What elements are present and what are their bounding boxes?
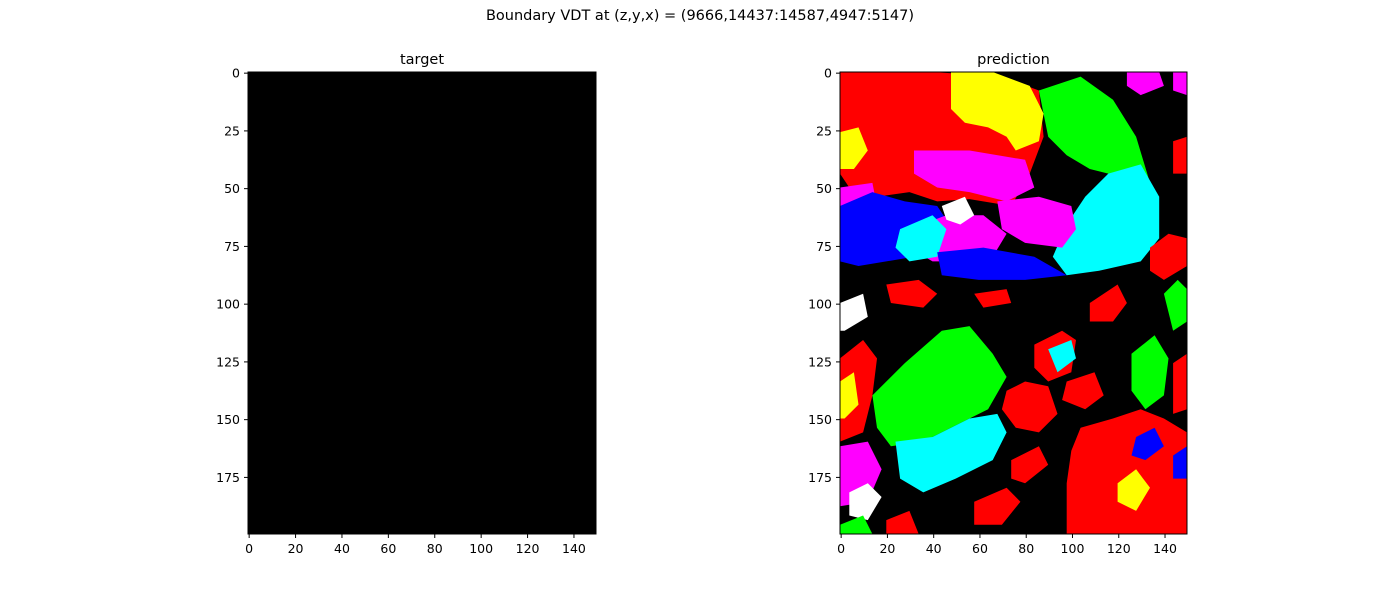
prediction-x-tick-label: 60 (972, 541, 988, 556)
prediction-region-cyan (895, 413, 1007, 493)
prediction-region-red (1011, 446, 1049, 484)
target-y-tick-label: 150 (216, 412, 240, 427)
prediction-y-tick-label: 0 (824, 66, 832, 81)
target-x-tick-label: 80 (427, 541, 443, 556)
target-y-tick-label: 125 (216, 354, 240, 369)
prediction-region-red (1150, 233, 1187, 280)
prediction-region-magenta (997, 196, 1076, 248)
target-title: target (400, 52, 444, 68)
target-y-tick-label: 50 (224, 181, 240, 196)
prediction-x-tick-label: 20 (879, 541, 895, 556)
target-x-tick-label: 60 (380, 541, 396, 556)
prediction-region-cyan (895, 215, 947, 262)
prediction-region-green (840, 515, 873, 534)
target-axes-frame (247, 71, 597, 535)
prediction-region-red (886, 279, 938, 308)
prediction-x-tick-label: 80 (1018, 541, 1034, 556)
target-x-tick-label: 120 (516, 541, 540, 556)
prediction-x-tick-label: 100 (1061, 541, 1085, 556)
prediction-region-magenta (1173, 72, 1187, 96)
prediction-regions (840, 72, 1187, 534)
figure-suptitle: Boundary VDT at (z,y,x) = (9666,14437:14… (485, 8, 915, 24)
target-x-tick-label: 0 (245, 541, 253, 556)
prediction-region-red (886, 510, 919, 534)
prediction-y-tick-label: 50 (816, 181, 832, 196)
prediction-y-tick-label: 100 (808, 297, 832, 312)
prediction-y-tick-label: 75 (816, 239, 832, 254)
target-x-tick-label: 20 (288, 541, 304, 556)
prediction-region-blue (937, 247, 1067, 280)
prediction-region-magenta (914, 150, 1035, 202)
target-y-tick-label: 0 (232, 66, 240, 81)
target-axes: target 0 20 40 60 80 100 120 140 0 25 50 75 100 125 150… (216, 52, 597, 556)
prediction-region-red (840, 340, 877, 442)
prediction-region-yellow (1117, 469, 1150, 511)
prediction-region-red (1062, 372, 1104, 410)
prediction-x-tick-label: 120 (1107, 541, 1131, 556)
prediction-x-tick-label: 40 (926, 541, 942, 556)
prediction-axes-frame (839, 71, 1188, 535)
target-y-tick-label: 175 (216, 470, 240, 485)
prediction-region-yellow (840, 127, 868, 169)
prediction-region-yellow (951, 72, 1044, 151)
prediction-y-tick-label: 25 (816, 123, 832, 138)
target-x-tick-label: 100 (469, 541, 493, 556)
target-x-tick-label: 40 (334, 541, 350, 556)
prediction-title: prediction (977, 52, 1050, 68)
prediction-x-tick-label: 0 (837, 541, 845, 556)
prediction-region-white (849, 483, 882, 521)
prediction-axes: prediction 0 20 40 60 80 100 120 140 0 25 50 75 100 12… (808, 52, 1188, 556)
prediction-region-yellow (840, 372, 859, 419)
target-y-tick-label: 75 (224, 239, 240, 254)
prediction-region-green (1038, 76, 1150, 193)
prediction-y-tick-label: 175 (808, 470, 832, 485)
prediction-region-red (1001, 381, 1058, 433)
prediction-region-red (1089, 284, 1127, 322)
target-x-tick-label: 140 (562, 541, 586, 556)
prediction-region-cyan (1048, 340, 1076, 373)
prediction-region-red (1066, 409, 1187, 534)
prediction-region-green (1131, 335, 1169, 410)
prediction-region-green (1163, 279, 1187, 331)
prediction-region-red (974, 487, 1021, 525)
target-image (248, 72, 596, 534)
prediction-region-white (941, 196, 975, 225)
prediction-region-green (872, 326, 1007, 447)
prediction-region-cyan (1052, 164, 1160, 276)
prediction-y-tick-label: 150 (808, 412, 832, 427)
target-y-tick-label: 100 (216, 297, 240, 312)
prediction-y-tick-label: 125 (808, 354, 832, 369)
prediction-region-red (1173, 136, 1187, 174)
target-y-tick-label: 25 (224, 123, 240, 138)
prediction-x-tick-label: 140 (1153, 541, 1177, 556)
prediction-region-blue (1173, 446, 1187, 479)
prediction-region-blue (1131, 427, 1164, 461)
prediction-region-white (840, 293, 868, 331)
prediction-region-magenta (1126, 72, 1164, 96)
prediction-region-red (1173, 353, 1187, 414)
prediction-region-red (974, 289, 1012, 308)
